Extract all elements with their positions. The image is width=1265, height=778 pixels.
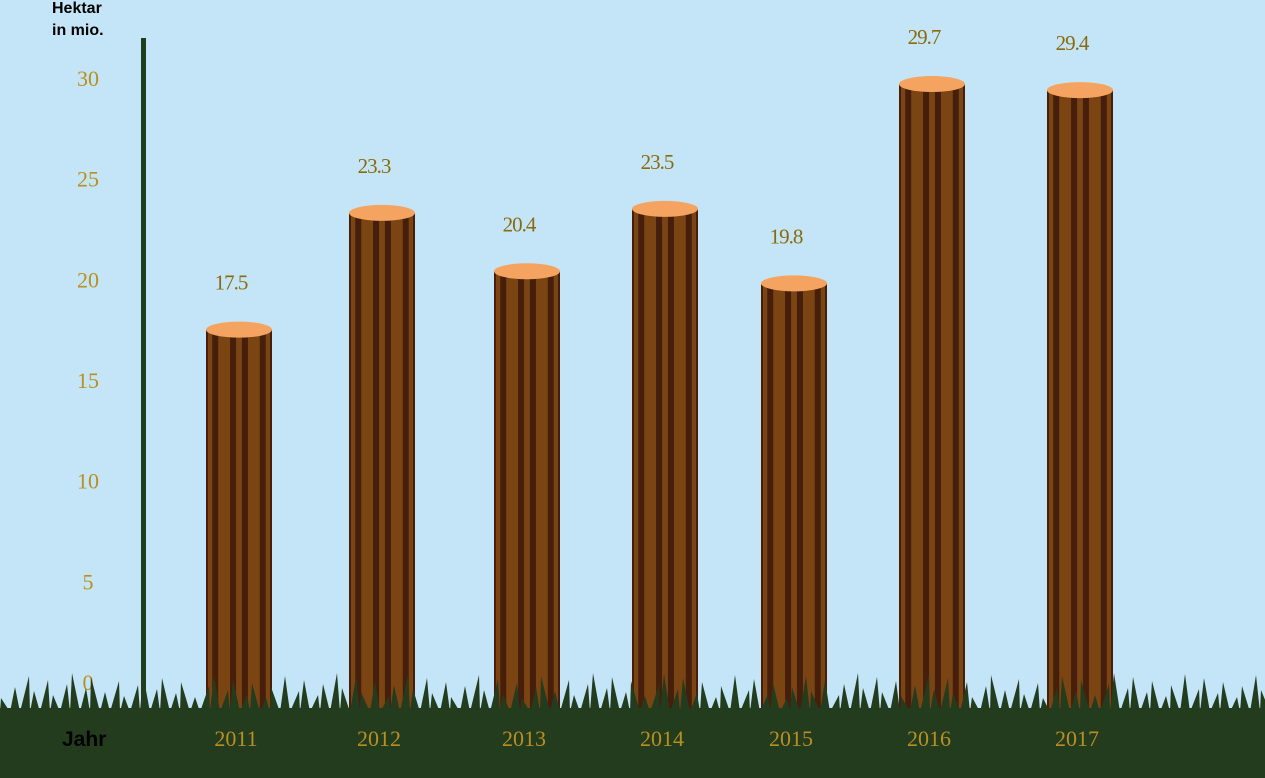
bar-trunk-2012 — [349, 204, 415, 713]
x-tick-label: 2017 — [1055, 726, 1099, 751]
bar-stripe — [500, 271, 507, 712]
bar-stripe — [934, 84, 941, 713]
data-label: 17.5 — [215, 271, 248, 295]
ground — [0, 708, 1265, 778]
bar-edge — [413, 212, 415, 713]
x-tick-label: 2012 — [357, 726, 401, 751]
data-label: 19.8 — [770, 224, 803, 248]
bar-stripe — [518, 271, 525, 712]
bar-edge — [1111, 90, 1113, 712]
bar-stripe — [667, 208, 674, 712]
bar-stripe — [212, 329, 219, 712]
x-tick-label: 2011 — [214, 726, 257, 751]
bar-top-cap — [349, 204, 415, 221]
data-label: 29.4 — [1056, 31, 1090, 55]
bar-stripe — [1100, 90, 1107, 712]
bar-edge — [696, 208, 698, 712]
bar-stripe — [923, 84, 930, 713]
bar-edge — [963, 84, 965, 713]
x-tick-label: 2014 — [640, 726, 684, 751]
grass-blades — [0, 673, 1265, 712]
bar-edge — [349, 212, 351, 713]
bar-stripe — [355, 212, 362, 713]
x-tick-label: 2016 — [907, 726, 951, 751]
y-tick-label: 30 — [77, 66, 99, 91]
bar-stripe — [814, 283, 821, 712]
bar-stripe — [384, 212, 391, 713]
bar-stripe — [796, 283, 803, 712]
bar-trunk-2013 — [494, 263, 560, 712]
bar-top-cap — [632, 200, 698, 217]
bar-stripe — [402, 212, 409, 713]
bar-stripe — [905, 84, 912, 713]
bar-top-cap — [494, 263, 560, 280]
bar-trunk-2017 — [1047, 82, 1113, 712]
y-tick-label: 25 — [77, 167, 99, 192]
data-label: 23.5 — [641, 150, 674, 174]
y-tick-label: 0 — [83, 670, 94, 695]
bar-trunk-2015 — [761, 275, 827, 712]
y-tick-label: 10 — [77, 469, 99, 494]
data-label: 20.4 — [503, 212, 537, 236]
bar-stripe — [529, 271, 536, 712]
bar-edge — [632, 208, 634, 712]
bar-stripe — [1053, 90, 1060, 712]
bar-edge — [899, 84, 901, 713]
bar-edge — [825, 283, 827, 712]
y-tick-label: 20 — [77, 267, 99, 292]
bar-trunk-2016 — [899, 76, 965, 713]
data-label: 23.3 — [358, 154, 391, 178]
y-axis-line — [141, 38, 146, 710]
bar-stripe — [685, 208, 692, 712]
y-tick-label: 5 — [83, 569, 94, 594]
bar-trunk-2014 — [632, 200, 698, 712]
bar-stripe — [547, 271, 554, 712]
bar-stripe — [638, 208, 645, 712]
bar-edge — [270, 329, 272, 712]
bar-stripe — [373, 212, 380, 713]
bar-stripe — [767, 283, 774, 712]
bar-stripe — [241, 329, 248, 712]
bar-edge — [206, 329, 208, 712]
bar-edge — [761, 283, 763, 712]
bar-top-cap — [899, 76, 965, 93]
x-tick-label: 2015 — [769, 726, 813, 751]
y-tick-label: 15 — [77, 368, 99, 393]
data-label: 29.7 — [908, 25, 941, 49]
bar-stripe — [259, 329, 266, 712]
y-axis-title: Hektar in mio. — [52, 0, 104, 39]
bar-edge — [558, 271, 560, 712]
bar-edge — [494, 271, 496, 712]
bar-stripe — [1082, 90, 1089, 712]
bar-top-cap — [206, 321, 272, 338]
bar-stripe — [230, 329, 237, 712]
bar-top-cap — [1047, 82, 1113, 99]
bar-stripe — [1071, 90, 1078, 712]
bar-stripe — [952, 84, 959, 713]
bar-trunk-2011 — [206, 321, 272, 712]
bar-top-cap — [761, 275, 827, 292]
bar-edge — [1047, 90, 1049, 712]
x-tick-label: 2013 — [502, 726, 546, 751]
bar-stripe — [656, 208, 663, 712]
bar-stripe — [785, 283, 792, 712]
x-axis-title: Jahr — [62, 728, 107, 751]
